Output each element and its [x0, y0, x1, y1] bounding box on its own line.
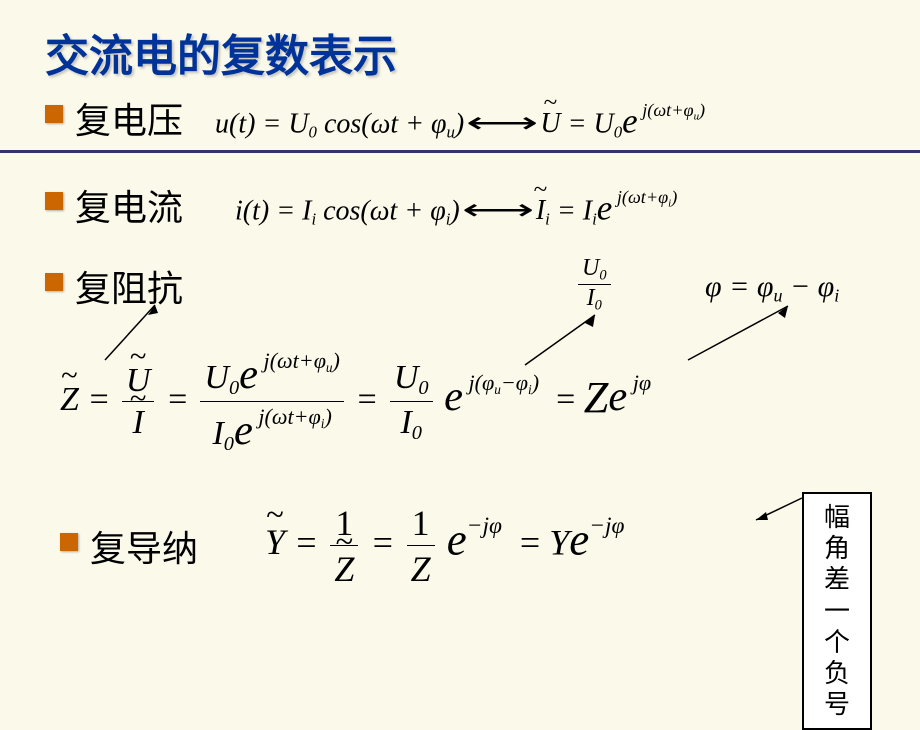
arrow-phi-down [680, 300, 810, 370]
formula-phi-def: φ = φu − φi [705, 270, 839, 306]
note-line-4: 号 [814, 689, 860, 720]
formula-z-tilde: Z = UI = U0e j(ωt+φu) I0e j(ωt+φi) = U0I… [60, 348, 651, 456]
note-line-1: 幅角 [814, 502, 860, 564]
label-voltage: 复电压 [75, 92, 183, 144]
formula-mag-ratio: U0I0 [575, 255, 614, 315]
note-line-2: 差一 [814, 564, 860, 626]
bullet-admittance [60, 533, 78, 551]
formula-i-t: i(t) = Ii cos(ωt + φi)⟷Ii = Iie j(ωt+φi) [235, 187, 677, 229]
note-box: 幅角 差一 个负 号 [802, 492, 872, 730]
formula-u-t: u(t) = U0 cos(ωt + φu)⟷U = U0e j(ωt+φu) [215, 100, 705, 142]
label-impedance: 复阻抗 [75, 260, 183, 312]
title-rule [0, 150, 920, 153]
bullet-voltage [45, 105, 63, 123]
bullet-impedance [45, 273, 63, 291]
label-admittance: 复导纳 [90, 520, 198, 572]
label-current: 复电流 [75, 179, 183, 231]
bullet-current [45, 192, 63, 210]
slide-title: 交流电的复数表示 [45, 20, 397, 84]
arrow-note-to-exp [750, 492, 810, 527]
note-line-3: 个负 [814, 627, 860, 689]
formula-y-tilde: Y = 1Z = 1Z e−jφ = Ye−jφ [265, 502, 624, 590]
